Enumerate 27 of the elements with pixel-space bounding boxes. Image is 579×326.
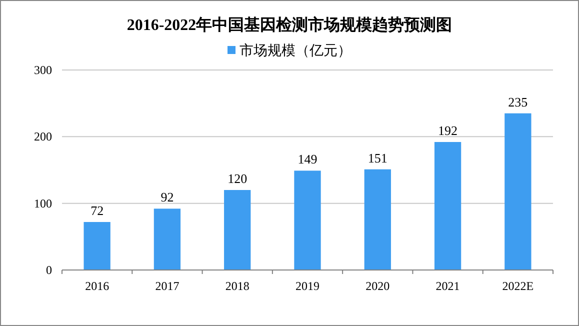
y-tick-label: 300 bbox=[34, 63, 52, 77]
bar bbox=[364, 169, 391, 270]
data-label: 151 bbox=[368, 150, 388, 166]
data-label: 235 bbox=[508, 94, 528, 110]
bar bbox=[224, 190, 251, 270]
bar bbox=[84, 222, 110, 270]
x-tick-label: 2016 bbox=[85, 279, 110, 293]
x-tick-label: 2017 bbox=[155, 279, 180, 293]
x-tick-label: 2021 bbox=[436, 279, 460, 293]
data-label: 72 bbox=[90, 203, 104, 218]
x-tick-label: 2018 bbox=[225, 279, 250, 293]
bar bbox=[294, 170, 321, 270]
y-tick-label: 100 bbox=[34, 196, 52, 210]
x-tick-label: 2022E bbox=[502, 279, 534, 293]
x-tick-label: 2019 bbox=[296, 279, 320, 293]
bar bbox=[504, 113, 532, 270]
chart-title: 2016-2022年中国基因检测市场规模趋势预测图 bbox=[126, 16, 452, 34]
y-tick-label: 0 bbox=[46, 263, 52, 277]
data-label: 120 bbox=[228, 171, 248, 186]
data-label: 92 bbox=[160, 190, 174, 205]
bar bbox=[434, 142, 462, 270]
legend-label: 市场规模（亿元） bbox=[240, 42, 352, 58]
y-tick-label: 200 bbox=[34, 130, 52, 144]
x-tick-label: 2020 bbox=[366, 279, 390, 293]
data-label: 149 bbox=[298, 152, 318, 167]
bar bbox=[154, 208, 181, 270]
data-label: 192 bbox=[438, 123, 458, 138]
